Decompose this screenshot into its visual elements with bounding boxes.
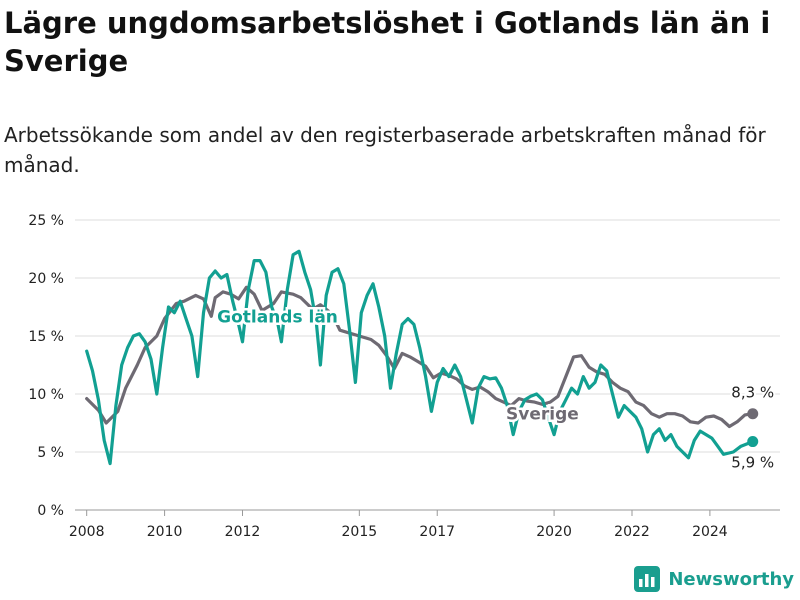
gotland-end-point [747,436,759,448]
sverige-series-label: Sverige [506,405,579,425]
sverige-end-label: 8,3 % [731,384,774,402]
brand-name: Newsworthy [668,568,794,590]
x-tick-label: 2024 [692,524,728,540]
y-tick-label: 15 % [28,329,64,345]
brand-logo[interactable]: Newsworthy [634,566,794,592]
y-tick-label: 0 % [37,503,64,519]
y-tick-label: 20 % [28,271,64,287]
sverige-line [85,285,755,429]
bar-chart-logo-icon [634,566,661,592]
x-tick-label: 2008 [69,524,105,540]
x-tick-label: 2022 [614,524,650,540]
x-tick-label: 2015 [342,524,378,540]
x-tick-label: 2017 [419,524,455,540]
y-tick-label: 5 % [37,445,64,461]
x-tick-label: 2020 [536,524,572,540]
x-tick-label: 2010 [147,524,183,540]
gotland-line [85,249,755,466]
gotland-end-label: 5,9 % [731,454,774,472]
chart-subtitle: Arbetssökande som andel av den registerb… [4,123,766,177]
chart-title: Lägre ungdomsarbetslöshet i Gotlands län… [4,6,771,78]
line-chart: 0 % 5 % 10 % 15 % 20 % 25 % 2008 2010 2012 2015 20… [28,213,780,540]
sverige-end-point [747,408,759,420]
y-tick-label: 10 % [28,387,64,403]
gotland-series-label: Gotlands län [217,307,338,327]
y-tick-label: 25 % [28,213,64,229]
x-tick-label: 2012 [225,524,261,540]
